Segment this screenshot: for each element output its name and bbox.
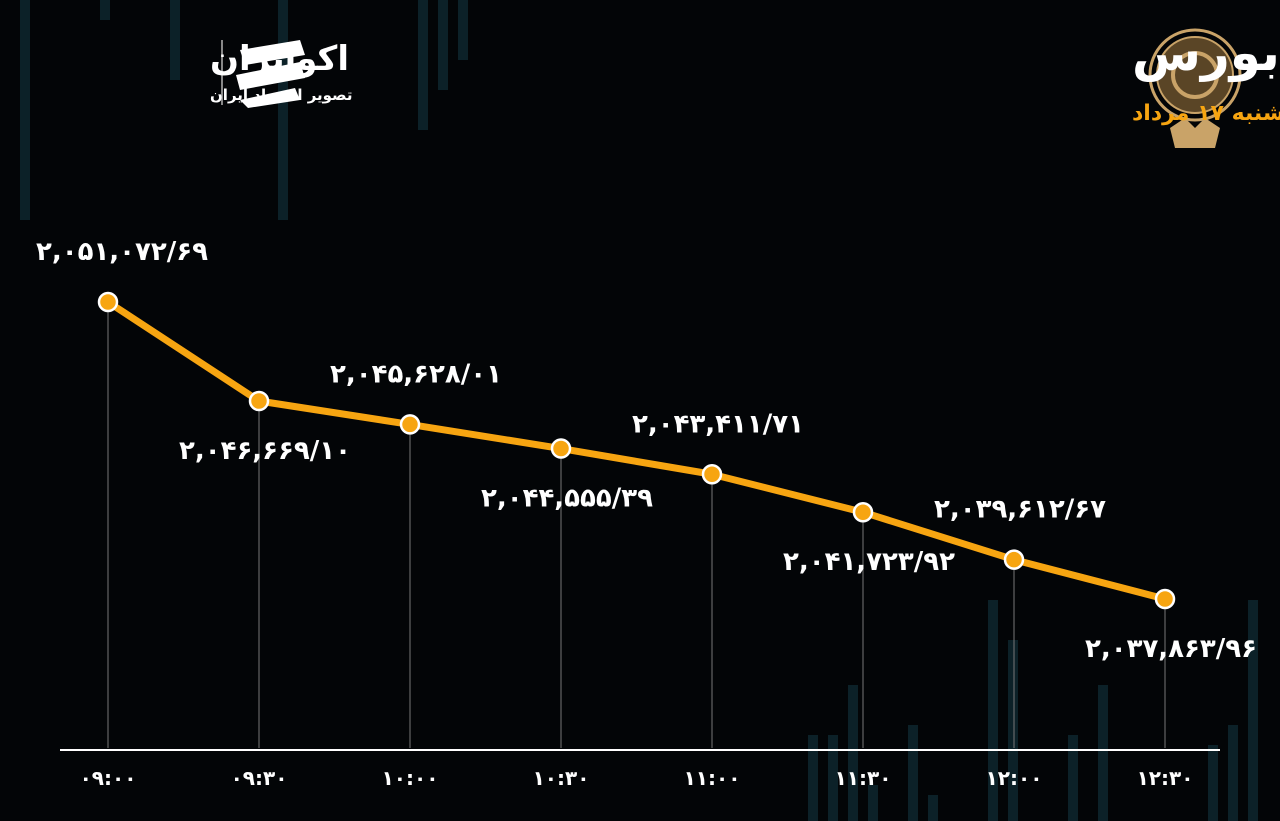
x-tick-label: ۱۱:۰۰ — [684, 766, 741, 790]
x-tick-label: ۱۲:۰۰ — [986, 766, 1043, 790]
exchange-emblem — [1148, 28, 1242, 148]
value-label: ۲,۰۴۳,۴۱۱/۷۱ — [632, 409, 804, 439]
point — [1003, 549, 1025, 570]
point — [852, 501, 874, 523]
value-label: ۲,۰۵۱,۰۷۲/۶۹ — [36, 237, 208, 267]
x-tick-label: ۱۰:۳۰ — [533, 766, 590, 790]
value-label: ۲,۰۴۱,۷۲۳/۹۲ — [783, 547, 955, 577]
brand-tagline: تصویر اقتصاد ایران — [210, 86, 352, 104]
x-tick-label: ۰۹:۰۰ — [80, 766, 137, 790]
brand-logo — [221, 40, 305, 108]
value-label: ۲,۰۴۵,۶۲۸/۰۱ — [330, 359, 502, 389]
chart-subtitle: سه‌شنبه ۱۷ مرداد — [1132, 101, 1280, 126]
value-label: ۲,۰۳۹,۶۱۲/۶۷ — [934, 495, 1106, 525]
point — [399, 414, 421, 435]
decor-candles — [20, 0, 1258, 821]
point — [1154, 588, 1176, 610]
point — [248, 390, 270, 412]
brand-name: اکوایران — [210, 39, 349, 79]
x-tick-label: ۱۱:۳۰ — [835, 766, 892, 790]
point — [701, 464, 723, 485]
value-label: ۲,۰۴۴,۵۵۵/۳۹ — [481, 484, 653, 514]
value-label: ۲,۰۳۷,۸۶۳/۹۶ — [1085, 634, 1257, 664]
series-line — [106, 299, 1166, 603]
chart-title: روند شاخص کل بورس — [1132, 24, 1280, 83]
point — [97, 291, 119, 313]
value-label: ۲,۰۴۶,۶۶۹/۱۰ — [179, 436, 351, 466]
x-tick-label: ۰۹:۳۰ — [231, 766, 288, 790]
point — [550, 438, 572, 459]
x-tick-label: ۱۲:۳۰ — [1137, 766, 1194, 790]
x-tick-label: ۱۰:۰۰ — [382, 766, 439, 790]
